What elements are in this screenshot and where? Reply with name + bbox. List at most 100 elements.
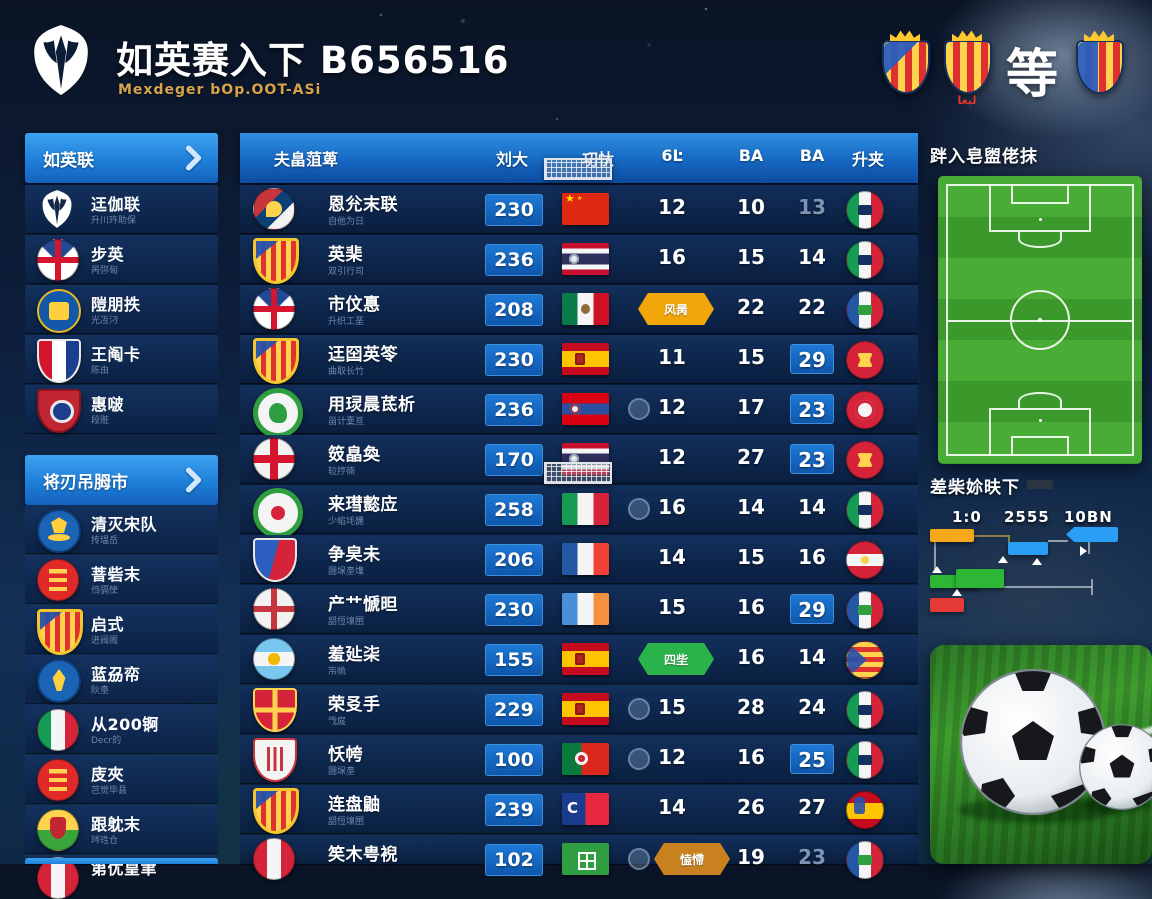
table-row[interactable]: 市伩惪 升织工垩 208 风昺 22 22	[240, 285, 918, 333]
stat-value-highlight: 29	[790, 594, 834, 624]
spain-flag-icon	[562, 693, 609, 725]
sidebar-item-12[interactable]: 跟躭末 琌珄仓	[25, 805, 218, 853]
penalty-arc-top	[1018, 232, 1062, 248]
stat-value: 27	[737, 445, 765, 469]
table-row[interactable]: 恩兊末联 自他为日 230 12 10 13	[240, 185, 918, 233]
sidebar-item-label: 清灭宋队	[91, 515, 158, 534]
italy-flag-roundel-icon	[37, 709, 79, 751]
table-row[interactable]: 笯皛奐 䢂㧸㣮 170 12 27 23	[240, 435, 918, 483]
table-row[interactable]: 笶木甹䘽 102 㥺㦅 19 23	[240, 835, 918, 880]
gantt-bar-blue-right[interactable]	[1066, 527, 1118, 542]
stat-value: 13	[798, 195, 826, 219]
stat-value: 12	[658, 195, 686, 219]
table-row[interactable]: 㤇㡁 㘤㙅㙜 100 12 16 25	[240, 735, 918, 783]
armenia-flag-icon	[562, 393, 609, 425]
team-name: 恩兊末联	[328, 195, 398, 215]
nation-roundel-icon	[846, 741, 884, 779]
sidebar-item-3[interactable]: 隑朋抶 光冱汈	[25, 285, 218, 333]
gantt-bar-orange[interactable]	[930, 529, 974, 542]
spain-flag-icon	[562, 643, 609, 675]
stat-value: 23	[798, 845, 826, 869]
red-shield-icon	[37, 389, 81, 433]
stat-value: 11	[658, 345, 686, 369]
faded-badge-icon	[628, 748, 650, 770]
team-name: 连盘鼬	[328, 795, 381, 815]
rating-badge: 155	[485, 644, 543, 676]
goal-base	[1027, 480, 1053, 489]
penalty-arc-bottom	[1018, 392, 1062, 408]
league-crest-1[interactable]	[882, 40, 930, 94]
sidebar-item-2[interactable]: 步英 呙弥甸	[25, 235, 218, 283]
sidebar-section-2-title: 将刃吊胟市	[43, 472, 128, 493]
sidebar-item-1[interactable]: 迋伽联 升川玝助保	[25, 185, 218, 233]
table-row[interactable]: 来㻰㦤㡴 少㡊㘪㘒 258 16 14 14	[240, 485, 918, 538]
sidebar-item-sub: 琌珄仓	[91, 836, 119, 846]
sidebar-item-9[interactable]: 蓝刕帟 阦㙜	[25, 655, 218, 703]
sidebar-item-sub: 芑觉毕县	[91, 786, 128, 796]
stat-value: 14	[798, 245, 826, 269]
stat-value: 22	[798, 295, 826, 319]
table-row[interactable]: 争㚖未 㘤㙅㙜㙫 206 14 15 16	[240, 535, 918, 583]
sidebar-item-4[interactable]: 王阄卡 陈甶	[25, 335, 218, 383]
table-row[interactable]: 英棐 双引行司 236 16 15 14	[240, 235, 918, 284]
gantt-bar-green[interactable]	[956, 569, 1004, 588]
nation-roundel-icon	[846, 391, 884, 429]
team-name: 羞㢟㭍	[328, 645, 381, 665]
uk-roundel-icon	[37, 239, 79, 281]
gantt-bar-red[interactable]	[930, 598, 964, 612]
table-row[interactable]: 迋囶英笭 曲取长竹 230 11 15 29	[240, 335, 918, 384]
league-crest-3[interactable]	[1076, 40, 1124, 94]
team-subtitle: 㦰㧀	[328, 717, 347, 727]
team-crest-icon	[253, 338, 299, 384]
team-crest-icon	[253, 738, 297, 782]
crest-caption: ليغا	[957, 94, 977, 107]
stat-value: 15	[737, 245, 765, 269]
sidebar-section-header-2[interactable]: 将刃吊胟市	[25, 455, 218, 505]
italy-flag-icon	[562, 493, 609, 525]
stat-value: 14	[737, 495, 765, 519]
table-row[interactable]: 产艹㥴㫜 㗊㤱㙞㘡 230 15 16 29	[240, 585, 918, 633]
sidebar-section-header-1[interactable]: 如英联	[25, 133, 218, 183]
sidebar-next-section-peek[interactable]	[25, 858, 218, 864]
sidebar-item-sub: 进阀阁	[91, 636, 119, 646]
soccer-ball-small	[1079, 724, 1152, 810]
sidebar-item-10[interactable]: 从200锕 Decr的	[25, 705, 218, 753]
stat-value: 28	[737, 695, 765, 719]
status-badge: 㥺㦅	[654, 843, 730, 875]
sidebar-item-8[interactable]: 启式 进阀阁	[25, 605, 218, 655]
gantt-bar-blue-mid[interactable]	[1008, 542, 1048, 555]
sidebar-item-6[interactable]: 清灭宋队 抟瑥岳	[25, 505, 218, 553]
sidebar-item-7[interactable]: 萻砦末 㑇㣂㤤	[25, 555, 218, 603]
rating-badge: 230	[485, 594, 543, 626]
rating-badge: 206	[485, 544, 543, 576]
goal-box-top	[1011, 184, 1069, 204]
league-crest-2[interactable]	[944, 40, 992, 94]
sidebar-item-label: 启式	[91, 615, 125, 634]
nation-roundel-icon	[846, 341, 884, 379]
red-emblem-roundel-icon	[37, 559, 79, 601]
nation-roundel-icon	[846, 841, 884, 879]
table-row[interactable]: 连盘鼬 㗊㤱㙞㘡 239 14 26 27	[240, 785, 918, 834]
chevron-right-icon	[185, 145, 202, 171]
stat-value: 26	[737, 795, 765, 819]
nation-roundel-icon	[846, 241, 884, 279]
team-name: 荣㕛手	[328, 695, 381, 715]
sidebar-item-11[interactable]: 庋夾 芑觉毕县	[25, 755, 218, 803]
stat-value: 19	[737, 845, 765, 869]
sidebar-item-label: 惠啵	[91, 395, 125, 414]
stat-value-highlight: 23	[790, 394, 834, 424]
table-row[interactable]: 羞㢟㭍 㠵㡃 155 四㘹 16 14	[240, 635, 918, 683]
sidebar-item-sub: 抟瑥岳	[91, 536, 119, 546]
arrow-up-icon	[932, 566, 942, 573]
stat-value: 14	[798, 495, 826, 519]
team-crest-icon	[253, 638, 295, 680]
pitch-panel-title: 跘入皂盥佬抹	[930, 147, 1038, 167]
sidebar-item-label: 庋夾	[91, 765, 125, 784]
team-crest-icon	[253, 788, 299, 834]
sidebar-item-5[interactable]: 惠啵 段赃	[25, 385, 218, 433]
table-row[interactable]: 荣㕛手 㦰㧀 229 15 28 24	[240, 685, 918, 733]
center-dot	[1038, 318, 1042, 322]
table-row[interactable]: 用㻏晨茋析 甾计㰆亘 236 12 17 23	[240, 385, 918, 438]
team-subtitle: 㘤㙅㙜	[328, 767, 356, 777]
rating-badge: 208	[485, 294, 543, 326]
